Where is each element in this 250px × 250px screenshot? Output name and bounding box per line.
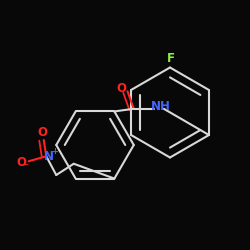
Text: +: +: [51, 147, 58, 156]
Text: O: O: [16, 156, 26, 169]
Text: O: O: [116, 82, 126, 95]
Text: O: O: [38, 126, 48, 139]
Text: ⁻: ⁻: [24, 162, 29, 172]
Text: NH: NH: [151, 100, 171, 113]
Text: F: F: [167, 52, 175, 65]
Text: N: N: [44, 150, 54, 163]
